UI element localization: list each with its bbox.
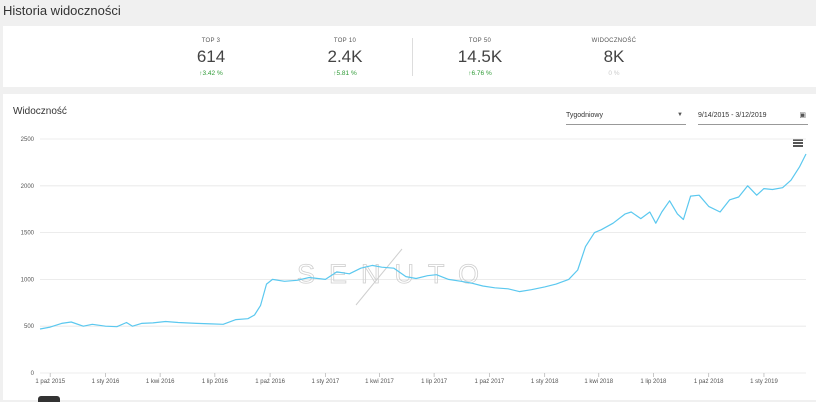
x-tick-label: 1 sty 2017 (312, 379, 340, 385)
stat-label: WIDOCZNOŚĆ (591, 38, 637, 44)
page-header: Historia widoczności (0, 0, 816, 26)
x-tick-label: 1 paź 2015 (35, 379, 65, 385)
x-tick-label: 1 paź 2018 (694, 379, 724, 385)
dropdown-arrow-icon: ▼ (677, 112, 683, 118)
stat-label: TOP 50 (468, 38, 492, 44)
watermark-slash (355, 248, 403, 306)
arrow-up-icon: ↑ (199, 70, 203, 77)
y-tick-label: 0 (31, 371, 35, 377)
stat-value: 2.4K (327, 47, 363, 66)
stat-divider (412, 38, 413, 76)
date-range-value: 9/14/2015 - 3/12/2019 (698, 112, 767, 119)
calendar-icon: ▣ (799, 112, 806, 119)
y-tick-label: 500 (24, 324, 35, 330)
stat-change: ↑3.42 % (199, 70, 223, 77)
stat-top3: TOP 3 614 ↑3.42 % (151, 26, 271, 87)
stat-change: ↑6.76 % (468, 70, 492, 77)
page-title: Historia widoczności (3, 3, 121, 18)
date-range-picker[interactable]: 9/14/2015 - 3/12/2019 ▣ (698, 112, 808, 125)
watermark-text: SENUTO (297, 259, 493, 289)
stat-value: 614 (196, 47, 226, 66)
stats-panel: TOP 3 614 ↑3.42 % TOP 10 2.4K ↑5.81 % TO… (3, 26, 816, 87)
stat-change: 0 % (608, 70, 620, 77)
y-tick-label: 2000 (21, 184, 35, 190)
y-tick-label: 1000 (21, 277, 35, 283)
x-tick-label: 1 lip 2018 (640, 379, 667, 385)
x-axis-ticks: 1 paź 2015 1 sty 2016 1 kwi 2016 1 lip 2016… (35, 373, 778, 385)
stat-label: TOP 10 (333, 38, 357, 44)
period-select[interactable]: Tygodniowy ▼ (566, 112, 686, 125)
series-line (39, 153, 807, 330)
stat-label: TOP 3 (201, 38, 221, 44)
chart-title: Widoczność (13, 106, 67, 117)
x-tick-label: 1 paź 2017 (475, 379, 505, 385)
stat-top10: TOP 10 2.4K ↑5.81 % (285, 26, 405, 87)
period-select-value: Tygodniowy (566, 112, 603, 119)
arrow-up-icon: ↑ (333, 70, 337, 77)
y-tick-label: 1500 (21, 231, 35, 237)
stat-top50: TOP 50 14.5K ↑6.76 % (420, 26, 540, 87)
arrow-up-icon: ↑ (468, 70, 472, 77)
legend-marker (38, 396, 60, 402)
stat-value: 14.5K (457, 47, 503, 66)
x-tick-label: 1 sty 2019 (750, 379, 778, 385)
x-tick-label: 1 lip 2017 (421, 379, 448, 385)
x-tick-label: 1 kwi 2018 (584, 379, 613, 385)
hamburger-icon[interactable] (793, 139, 803, 147)
y-tick-label: 2500 (21, 137, 35, 143)
x-tick-label: 1 paź 2016 (255, 379, 285, 385)
chart-grid (40, 138, 806, 374)
y-axis-ticks: 0 500 1000 1500 2000 2500 (21, 137, 35, 377)
stat-visibility: WIDOCZNOŚĆ 8K 0 % (554, 26, 674, 87)
watermark: SENUTO (297, 248, 493, 306)
chart-panel: Widoczność Tygodniowy ▼ 9/14/2015 - 3/12… (3, 94, 816, 400)
stat-value: 8K (603, 47, 625, 66)
x-tick-label: 1 lip 2016 (202, 379, 229, 385)
x-tick-label: 1 sty 2018 (531, 379, 559, 385)
x-tick-label: 1 kwi 2016 (146, 379, 175, 385)
stat-change: ↑5.81 % (333, 70, 357, 77)
x-tick-label: 1 sty 2016 (92, 379, 120, 385)
x-tick-label: 1 kwi 2017 (365, 379, 394, 385)
